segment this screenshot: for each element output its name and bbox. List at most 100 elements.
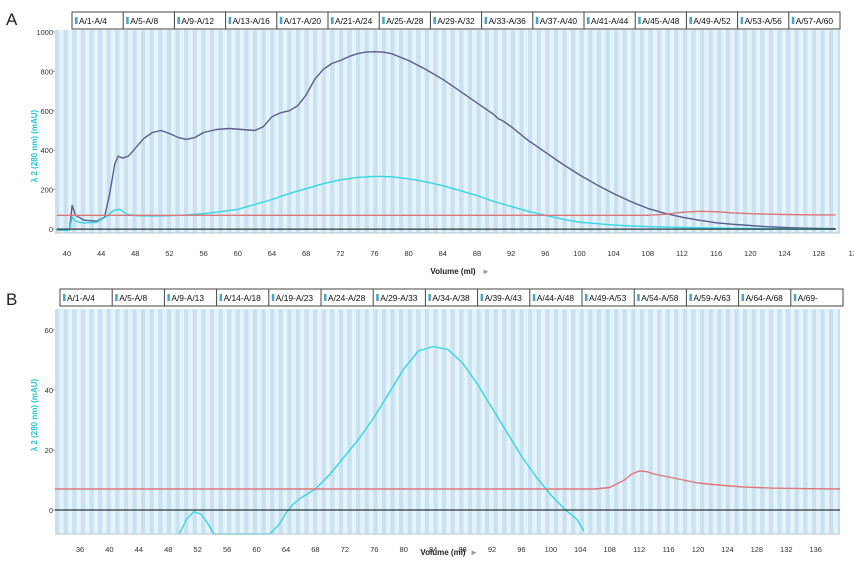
x-tick-label: 13	[849, 249, 854, 258]
fraction-band	[89, 30, 94, 233]
fraction-band	[201, 30, 206, 233]
plot-background	[55, 30, 840, 233]
fraction-band	[476, 309, 481, 534]
fraction-band	[72, 30, 77, 233]
fraction-band	[614, 30, 619, 233]
fraction-tube-icon	[167, 294, 170, 301]
fraction-band	[235, 30, 240, 233]
fraction-band	[433, 309, 438, 534]
fraction-band	[132, 30, 137, 233]
fraction-band	[510, 30, 516, 233]
fraction-band	[175, 30, 180, 233]
fraction-band	[218, 30, 223, 233]
fraction-band	[811, 30, 817, 233]
fraction-band	[80, 309, 86, 534]
panel-b-x-axis-arrow-icon: ►	[470, 548, 478, 557]
fraction-band	[442, 30, 447, 233]
y-tick-label: 0	[49, 506, 53, 515]
fraction-tube-icon	[228, 17, 232, 24]
fraction-tube-icon	[428, 294, 431, 301]
fraction-band	[803, 30, 808, 233]
fraction-band	[184, 30, 189, 233]
fraction-band	[278, 309, 283, 534]
panel-b-x-axis-label: Volume (ml)	[420, 548, 466, 557]
fraction-label: A/29-A/33	[380, 293, 418, 303]
fraction-label: A/1-A/4	[67, 293, 95, 303]
fraction-band	[717, 30, 722, 233]
fraction-band	[700, 309, 705, 534]
fraction-band	[252, 30, 258, 233]
fraction-bar-frame	[71, 11, 841, 30]
fraction-band	[424, 30, 430, 233]
fraction-label: A/41-A/44	[591, 16, 629, 26]
x-tick-label: 112	[676, 249, 688, 258]
fraction-band	[467, 309, 473, 534]
panel-b: B A/1-A/4 A/5-A/8 A/9-A/13 A/14-A/18 A/19-A/…	[0, 280, 854, 561]
fraction-band	[708, 30, 713, 233]
fraction-band	[330, 30, 335, 233]
fraction-band	[837, 309, 840, 534]
fraction-label: A/9-A/13	[171, 293, 204, 303]
fraction-band	[502, 309, 507, 534]
panel-a-label: A	[6, 10, 18, 29]
x-tick-label: 112	[633, 545, 645, 554]
fraction-band	[657, 30, 662, 233]
fraction-band	[63, 309, 68, 534]
fraction-band	[390, 30, 395, 233]
x-tick-label: 52	[165, 249, 173, 258]
fraction-band	[55, 309, 60, 534]
x-tick-label: 76	[370, 545, 378, 554]
fraction-band	[786, 30, 791, 233]
fraction-band	[665, 309, 670, 534]
fraction-tube-icon	[271, 294, 275, 301]
fraction-band	[545, 30, 550, 233]
fraction-band	[235, 309, 240, 534]
fraction-tube-icon	[585, 294, 588, 301]
fraction-band	[450, 30, 455, 233]
x-tick-label: 72	[341, 545, 349, 554]
fraction-band	[192, 30, 197, 233]
fraction-band	[657, 309, 662, 534]
panel-b-fraction-bar: A/1-A/4 A/5-A/8 A/9-A/13 A/14-A/18 A/19-A/23…	[59, 288, 844, 307]
fraction-band	[510, 309, 516, 534]
fraction-band	[631, 309, 636, 534]
x-tick-label: 68	[302, 249, 310, 258]
x-tick-label: 136	[809, 545, 822, 554]
y-tick-label: 1000	[36, 28, 53, 37]
x-tick-label: 64	[268, 249, 276, 258]
fraction-band	[321, 30, 326, 233]
fraction-tube-icon	[480, 294, 484, 301]
fraction-band	[820, 309, 825, 534]
x-tick-label: 116	[663, 545, 675, 554]
fraction-band	[381, 309, 387, 534]
fraction-band	[777, 30, 782, 233]
fraction-band	[519, 309, 524, 534]
x-tick-label: 116	[710, 249, 722, 258]
fraction-tube-icon	[279, 17, 283, 24]
x-tick-label: 108	[603, 545, 616, 554]
fraction-band	[829, 30, 834, 233]
fraction-band	[166, 30, 172, 233]
fraction-label: A/33-A/36	[489, 16, 527, 26]
fraction-band	[648, 309, 653, 534]
fraction-band	[760, 309, 765, 534]
fraction-band	[295, 30, 301, 233]
fraction-band	[373, 309, 378, 534]
fraction-band	[734, 309, 739, 534]
fraction-band	[313, 309, 318, 534]
y-tick-label: 40	[45, 386, 53, 395]
fraction-band	[820, 30, 825, 233]
fraction-label: A/5-A/8	[119, 293, 147, 303]
x-tick-label: 60	[252, 545, 260, 554]
fraction-band	[424, 309, 430, 534]
fraction-tube-icon	[740, 17, 744, 24]
fraction-band	[803, 309, 808, 534]
x-tick-label: 40	[105, 545, 113, 554]
fraction-band	[347, 30, 352, 233]
fraction-band	[768, 309, 774, 534]
fraction-band	[158, 309, 163, 534]
fraction-band	[725, 30, 731, 233]
series-line	[56, 51, 836, 231]
fraction-band	[347, 309, 352, 534]
fraction-label: A/5-A/8	[130, 16, 158, 26]
